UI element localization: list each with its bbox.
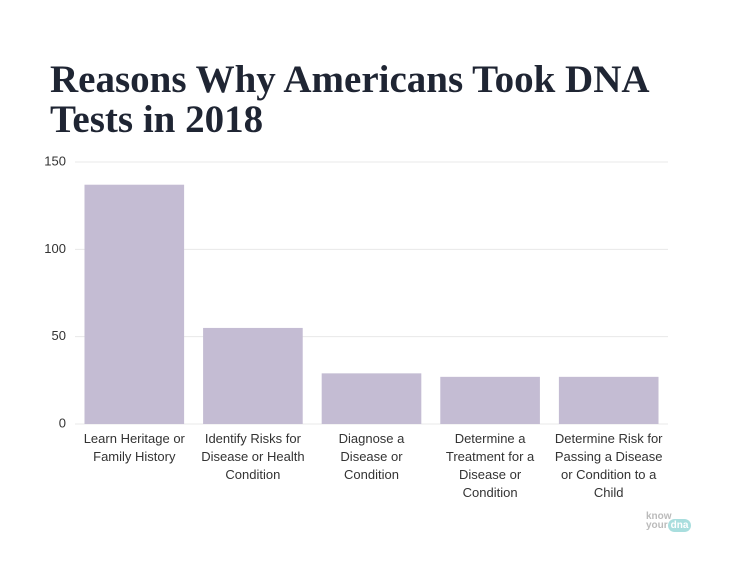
bar bbox=[440, 376, 540, 424]
logo-text: know bbox=[646, 511, 672, 522]
logo-text: dna bbox=[667, 519, 692, 532]
x-tick-label: Determine Risk for Passing a Disease or … bbox=[554, 431, 663, 500]
logo: know your dna bbox=[646, 511, 692, 532]
y-tick-label: 50 bbox=[52, 328, 66, 343]
x-tick-label: Learn Heritage or Family History bbox=[83, 431, 185, 464]
y-tick-label: 150 bbox=[44, 153, 66, 168]
x-tick-label: Diagnose a Disease or Condition bbox=[338, 431, 405, 482]
bar bbox=[84, 184, 185, 424]
y-tick-label: 100 bbox=[44, 241, 66, 256]
x-tick-label: Identify Risks for Disease or Health Con… bbox=[201, 431, 305, 482]
bar bbox=[558, 376, 659, 424]
y-tick-label: 0 bbox=[59, 415, 66, 430]
bar bbox=[321, 373, 422, 424]
chart-title: Reasons Why Americans Took DNA Tests in … bbox=[50, 58, 648, 141]
bar bbox=[203, 327, 303, 424]
x-tick-label: Determine a Treatment for a Disease or C… bbox=[445, 431, 535, 500]
logo-text: your bbox=[646, 520, 668, 531]
